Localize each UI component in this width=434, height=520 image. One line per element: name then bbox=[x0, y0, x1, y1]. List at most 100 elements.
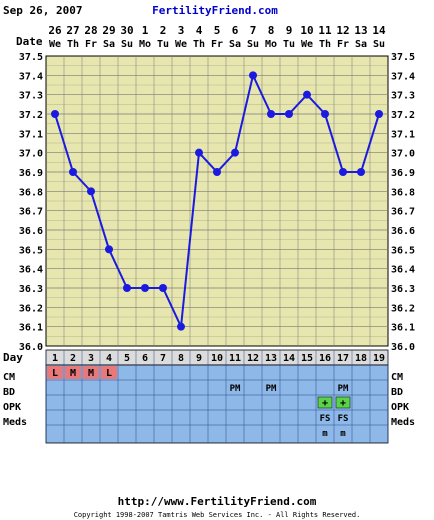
day-number: 9 bbox=[196, 353, 202, 364]
date-label: 28 bbox=[84, 24, 97, 37]
date-label: 26 bbox=[48, 24, 62, 37]
cm-row-label-right: CM bbox=[391, 372, 403, 383]
date-label: 6 bbox=[232, 24, 239, 37]
weekday-label: Fr bbox=[85, 39, 97, 50]
y-tick-label-left: 37.4 bbox=[19, 71, 43, 82]
day-number: 5 bbox=[124, 353, 130, 364]
opk-row-label-left: OPK bbox=[3, 402, 21, 413]
day-number: 18 bbox=[355, 353, 367, 364]
temperature-point bbox=[177, 322, 185, 331]
y-tick-label-left: 37.1 bbox=[19, 129, 43, 140]
temperature-point bbox=[69, 168, 77, 176]
y-tick-label-left: 36.3 bbox=[19, 284, 43, 295]
y-tick-label-left: 36.9 bbox=[19, 168, 43, 179]
day-number: 14 bbox=[283, 353, 295, 364]
cm-cell bbox=[47, 366, 63, 379]
y-tick-label-left: 36.2 bbox=[19, 303, 43, 314]
meds-row-label-right: Meds bbox=[391, 417, 415, 428]
date-label: 27 bbox=[66, 24, 79, 37]
temperature-series bbox=[51, 71, 383, 331]
weekday-label: Tu bbox=[283, 39, 295, 50]
cm-cell bbox=[83, 366, 99, 379]
cm-value: L bbox=[106, 368, 112, 379]
day-number: 8 bbox=[178, 353, 184, 364]
weekday-label: Th bbox=[67, 39, 79, 50]
y-tick-label-right: 37.4 bbox=[391, 71, 415, 82]
footer-url[interactable]: http://www.FertilityFriend.com bbox=[118, 495, 317, 508]
y-tick-label-right: 36.7 bbox=[391, 207, 415, 218]
day-number: 12 bbox=[247, 353, 259, 364]
day-number: 11 bbox=[229, 353, 241, 364]
bd-value: PM bbox=[230, 384, 241, 394]
date-label: 1 bbox=[142, 24, 149, 37]
day-number: 15 bbox=[301, 353, 313, 364]
temperature-point bbox=[87, 187, 95, 196]
weekday-label: We bbox=[175, 39, 187, 50]
temperature-point bbox=[285, 110, 293, 118]
weekday-label: Sa bbox=[229, 39, 241, 50]
weekday-label: Su bbox=[247, 39, 259, 50]
day-number: 6 bbox=[142, 353, 148, 364]
date-row-label: Date bbox=[16, 35, 43, 48]
y-tick-label-right: 36.5 bbox=[391, 245, 415, 256]
weekday-label: We bbox=[49, 39, 61, 50]
meds-row-label-left: Meds bbox=[3, 417, 27, 428]
day-number: 16 bbox=[319, 353, 331, 364]
opk-row-label-right: OPK bbox=[391, 402, 409, 413]
day-number: 3 bbox=[88, 353, 94, 364]
date-label: 14 bbox=[372, 24, 386, 37]
observation-rows: 1 2 3 4 5 6 7 8 9 10 11 12 13 14 15 16 17 18 19L M M LPM PM PM+… bbox=[45, 349, 389, 444]
temperature-point bbox=[249, 71, 257, 80]
day-number: 2 bbox=[70, 353, 76, 364]
bd-row-label-left: BD bbox=[3, 387, 15, 398]
weekday-label: We bbox=[301, 39, 313, 50]
opk-positive-cell bbox=[317, 396, 333, 409]
temperature-point bbox=[231, 148, 239, 157]
date-label: 5 bbox=[214, 24, 221, 37]
y-tick-label-left: 36.8 bbox=[19, 187, 43, 198]
cm-value: M bbox=[70, 368, 76, 379]
date-label: 10 bbox=[300, 24, 313, 37]
weekday-label: Fr bbox=[337, 39, 349, 50]
y-tick-label-right: 36.3 bbox=[391, 284, 415, 295]
meds-secondary-value: m bbox=[322, 429, 328, 439]
print-date: Sep 26, 2007 bbox=[3, 4, 82, 17]
y-tick-label-left: 36.0 bbox=[19, 342, 43, 353]
opk-value: + bbox=[340, 398, 346, 409]
weekday-label: Th bbox=[193, 39, 205, 50]
temperature-point bbox=[51, 110, 59, 118]
y-tick-label-left: 37.0 bbox=[19, 149, 43, 160]
cm-row-label-left: CM bbox=[3, 372, 15, 383]
cm-cell bbox=[65, 366, 81, 379]
opk-positive-cell bbox=[335, 396, 351, 409]
day-number: 4 bbox=[106, 353, 112, 364]
temperature-point bbox=[357, 168, 365, 176]
date-label: 7 bbox=[250, 24, 257, 37]
day-number: 10 bbox=[211, 353, 223, 364]
day-row-label: Day bbox=[3, 351, 23, 364]
weekday-label: Th bbox=[319, 39, 331, 50]
temperature-point bbox=[159, 284, 167, 292]
cm-cell bbox=[101, 366, 117, 379]
y-tick-label-right: 36.2 bbox=[391, 303, 415, 314]
temperature-point bbox=[303, 90, 311, 99]
day-number: 1 bbox=[52, 353, 58, 364]
y-tick-label-right: 37.0 bbox=[391, 149, 415, 160]
site-title[interactable]: FertilityFriend.com bbox=[152, 4, 278, 17]
date-label: 30 bbox=[120, 24, 133, 37]
y-tick-label-left: 36.1 bbox=[19, 323, 43, 334]
y-tick-label-left: 37.3 bbox=[19, 91, 43, 102]
date-label: 3 bbox=[178, 24, 185, 37]
weekday-label: Mo bbox=[265, 39, 277, 50]
bd-value: PM bbox=[338, 384, 349, 394]
day-number: 19 bbox=[373, 353, 385, 364]
y-tick-label-left: 36.5 bbox=[19, 245, 43, 256]
y-tick-label-right: 36.4 bbox=[391, 265, 415, 276]
y-tick-label-left: 37.2 bbox=[19, 110, 43, 121]
date-label: 4 bbox=[196, 24, 203, 37]
y-tick-label-right: 36.0 bbox=[391, 342, 415, 353]
cm-value: M bbox=[88, 368, 94, 379]
y-tick-label-right: 37.3 bbox=[391, 91, 415, 102]
